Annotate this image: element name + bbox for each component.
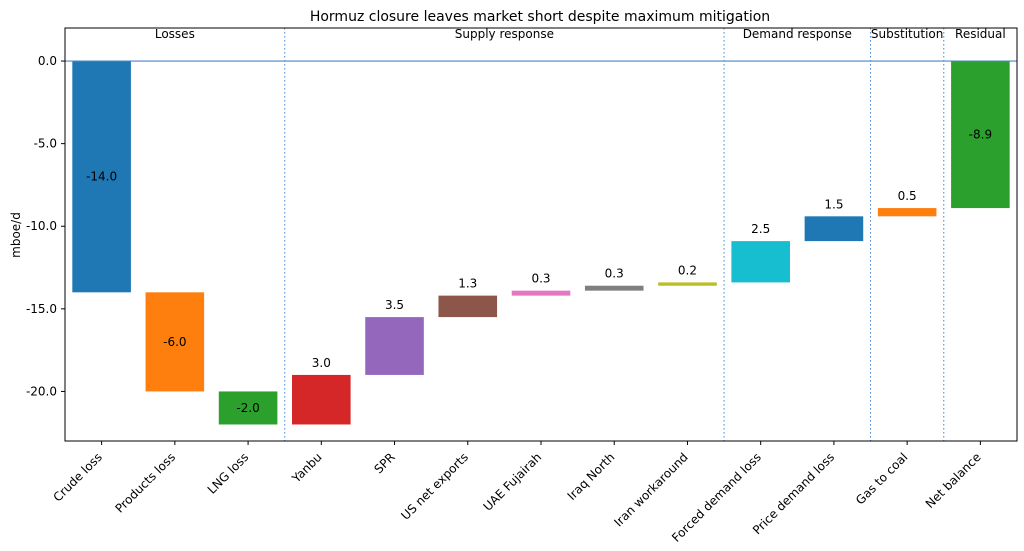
x-tick-label: Gas to coal [853,450,910,507]
y-tick-label: -10.0 [26,219,57,233]
group-label: Demand response [743,27,852,41]
bar-1 [145,292,205,392]
bar-9 [731,241,790,283]
x-tick-label: Net balance [923,450,984,511]
bar-6 [511,290,571,296]
bar-value-label: 1.3 [458,277,477,291]
bar-value-label: -6.0 [163,335,186,349]
bar-value-label: 3.0 [312,356,331,370]
x-tick-label: UAE Fujairah [481,450,545,514]
plot-area: -14.0 -6.0 -2.0 3.0 3.5 1.3 0.3 0.3 0.2 2.5 1.5 0.5… [26,27,1018,545]
group-label: Supply response [455,27,554,41]
bar-12 [951,61,1010,209]
x-tick-label: Iraq North [565,450,618,503]
group-label: Substitution [871,27,943,41]
bar-8 [658,282,717,286]
group-label: Losses [155,27,195,41]
bar-7 [584,285,644,291]
bar-2 [218,391,278,425]
bar-value-label: 2.5 [751,222,770,236]
x-tick-label: LNG loss [205,450,252,497]
x-tick-label: Products loss [113,450,179,516]
bar-value-label: 0.3 [605,267,624,281]
y-tick-label: -15.0 [26,302,57,316]
bar-3 [292,374,351,425]
bar-0 [72,61,131,293]
group-label: Residual [955,27,1006,41]
bar-value-label: -14.0 [86,170,117,184]
bar-value-label: 0.5 [898,189,917,203]
x-tick-label: SPR [372,450,398,476]
x-tick-label: US net exports [398,450,471,523]
x-tick-label: Price demand loss [750,450,837,537]
bar-4 [365,317,424,375]
bar-value-label: -2.0 [236,401,259,415]
y-tick-label: -5.0 [34,137,57,151]
x-tick-label: Crude loss [51,450,105,504]
bar-value-label: 0.3 [531,272,550,286]
y-axis-label: mboe/d [9,212,23,258]
y-tick-label: -20.0 [26,384,57,398]
bar-value-label: 3.5 [385,298,404,312]
plot-frame [64,27,1018,442]
bar-11 [877,208,937,217]
x-tick-label: Iran workaround [611,450,690,529]
bar-5 [438,295,498,318]
bar-value-label: 0.2 [678,263,697,277]
y-tick-label: 0.0 [38,54,57,68]
bar-10 [804,216,864,242]
chart-title: Hormuz closure leaves market short despi… [310,9,770,25]
bar-value-label: 1.5 [824,197,843,211]
x-tick-label: Yanbu [289,450,325,486]
bar-value-label: -8.9 [969,128,992,142]
